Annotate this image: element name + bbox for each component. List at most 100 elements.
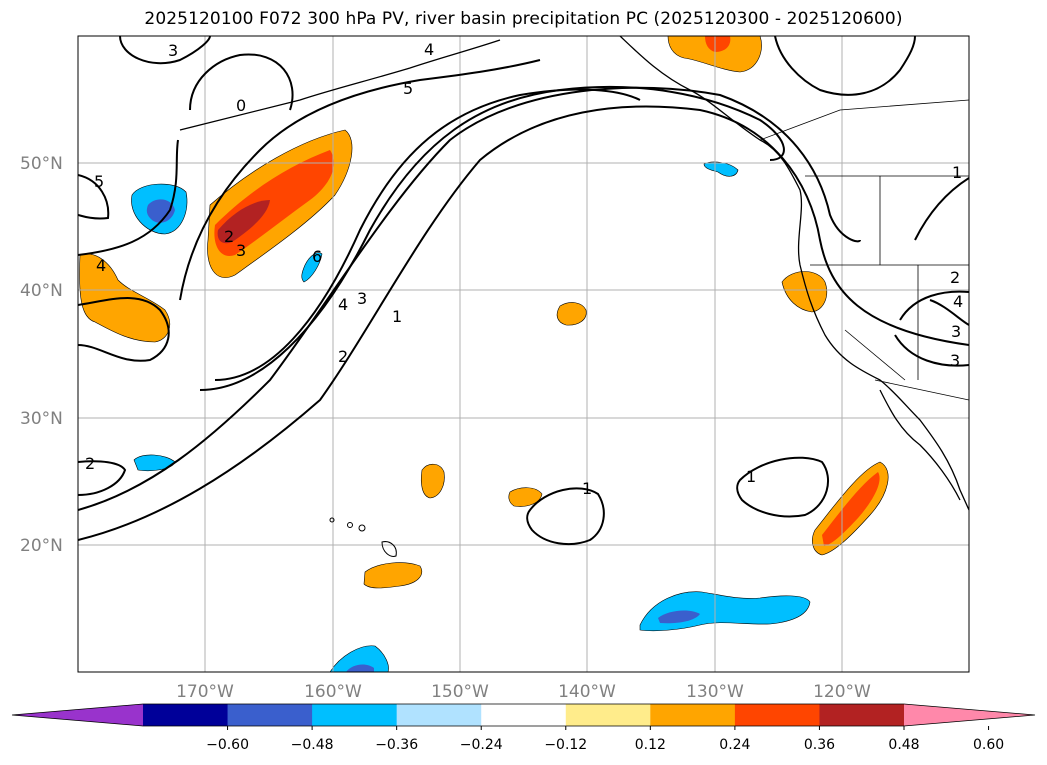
state-border-4 (844, 329, 906, 381)
contour-1-se (736, 456, 830, 518)
colorbar-tick-label: 0.12 (635, 737, 666, 753)
contour-ne-1 (774, 36, 916, 96)
colorbar-tick-label: 0.60 (973, 737, 1004, 753)
contour-3-loop (199, 85, 785, 391)
shade-dkblue-south (658, 610, 700, 624)
shade-orange-hi3 (363, 562, 422, 589)
contour-west-40 (78, 297, 170, 362)
shade-blue-small (301, 252, 323, 283)
shade-orange-mid (556, 302, 587, 326)
contour-label: 3 (950, 351, 960, 370)
shade-dkblue-bottom (346, 664, 374, 672)
contour-label: 2 (338, 347, 348, 366)
mexico-border (874, 379, 969, 401)
map-title: 2025120100 F072 300 hPa PV, river basin … (144, 9, 903, 29)
contour-5-loop (179, 59, 541, 301)
contour-label: 4 (953, 292, 963, 311)
colorbar-tick-label: −0.60 (206, 737, 249, 753)
shade-blue-sw (133, 454, 176, 472)
contour-nw-4 (78, 139, 179, 256)
lat-labels: 50°N 40°N 30°N 20°N (20, 154, 63, 556)
contour-nw-5 (78, 174, 110, 220)
contour-label: 2 (950, 268, 960, 287)
colorbar-tick-label: −0.24 (460, 737, 503, 753)
borders (759, 99, 969, 401)
colorbar-segment (227, 704, 313, 726)
contour-label: 1 (952, 163, 962, 182)
contour-label: 6 (312, 247, 322, 266)
contour-2-main (78, 86, 861, 511)
contour-label: 0 (236, 96, 246, 115)
contour-label: 1 (582, 479, 592, 498)
bc-border (759, 99, 969, 141)
colorbar-extend-low (12, 704, 143, 726)
colorbar-tick-label: 0.48 (888, 737, 919, 753)
hawaii-islands (329, 517, 397, 557)
colorbar-outline (11, 703, 1036, 727)
plot-frame (77, 35, 970, 673)
contour-labels: 3 4 5 0 5 4 2 3 6 4 3 2 1 2 1 1 1 2 4 3 … (85, 40, 963, 498)
colorbar-segment (312, 704, 398, 726)
lon-label: 170°W (176, 682, 234, 702)
lon-label: 140°W (558, 682, 616, 702)
shade-blue-bottom (329, 645, 389, 672)
aleutian-chain (179, 39, 501, 131)
colorbar: −0.60 −0.48 −0.36 −0.24 −0.12 0.12 0.24 0.36 0.4… (11, 703, 1036, 753)
colorbar-extend-high (904, 704, 1035, 726)
colorbar-tick-label: −0.12 (544, 737, 587, 753)
coastlines (179, 36, 969, 511)
contour-nw-3 (119, 36, 211, 65)
contour-label: 4 (424, 40, 434, 59)
lon-labels: 170°W 160°W 150°W 140°W 130°W 120°W (176, 682, 871, 702)
shade-darkred-nw (217, 200, 270, 244)
contour-east-1 (914, 177, 969, 241)
shade-orange-ca (781, 271, 828, 313)
lat-label: 30°N (20, 409, 63, 429)
contour-1-sub (526, 487, 605, 546)
colorbar-segment (650, 704, 736, 726)
contour-east-4 (899, 290, 969, 321)
contour-label: 2 (85, 454, 95, 473)
lon-label: 130°W (686, 682, 744, 702)
contour-label: 3 (357, 289, 367, 308)
lon-label: 150°W (431, 682, 489, 702)
gridlines (78, 36, 969, 672)
lat-label: 50°N (20, 154, 63, 174)
colorbar-segment (396, 704, 482, 726)
colorbar-segment (734, 704, 820, 726)
contour-label: 4 (338, 295, 348, 314)
shade-blue-south (639, 591, 811, 632)
contour-label: 4 (96, 256, 106, 275)
lat-label: 40°N (20, 281, 63, 301)
shade-red-top (705, 36, 731, 52)
contour-label: 3 (236, 241, 246, 260)
colorbar-segment (819, 704, 905, 726)
contour-label: 1 (746, 467, 756, 486)
baja-coast (879, 389, 961, 501)
shade-dkblue-nw (146, 199, 175, 223)
contour-label: 1 (392, 307, 402, 326)
lat-label: 20°N (20, 536, 63, 556)
colorbar-tick-label: 0.36 (804, 737, 835, 753)
colorbar-segment (565, 704, 651, 726)
contour-east-2 (929, 299, 969, 326)
lon-label: 120°W (813, 682, 871, 702)
contour-label: 3 (168, 41, 178, 60)
shade-red-se (822, 472, 880, 546)
contour-label: 2 (224, 227, 234, 246)
colorbar-tick-label: −0.36 (375, 737, 418, 753)
shade-orange-hi1 (420, 463, 445, 499)
colorbar-segment (481, 704, 567, 726)
precip-shading (79, 36, 889, 672)
contour-label: 3 (951, 322, 961, 341)
contour-west-2 (78, 460, 127, 496)
contour-4-loop (214, 88, 641, 381)
colorbar-tick-label: 0.24 (719, 737, 750, 753)
colorbar-tick-label: −0.48 (291, 737, 334, 753)
pv-contours (78, 36, 969, 546)
contour-east-3 (894, 334, 969, 367)
contour-nw-loop (189, 53, 294, 111)
contour-label: 5 (403, 79, 413, 98)
shade-blue-ne (703, 161, 739, 177)
